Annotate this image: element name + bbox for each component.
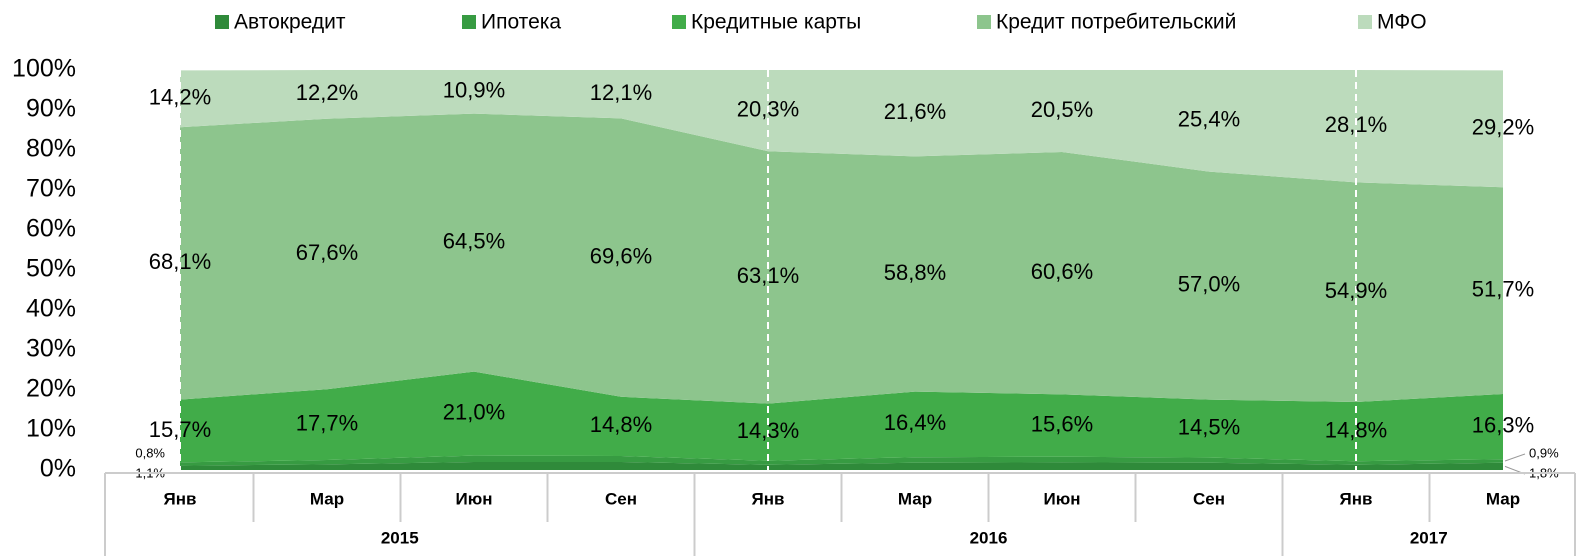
data-label: 14,8%: [1325, 417, 1387, 442]
data-label: 12,1%: [590, 80, 652, 105]
area: [180, 70, 1503, 188]
data-label: 21,0%: [443, 399, 505, 424]
data-label: 17,7%: [296, 410, 358, 435]
area: [180, 371, 1503, 463]
y-tick-label: 10%: [26, 415, 76, 443]
data-label: 12,2%: [296, 80, 358, 105]
data-label: 0,8%: [135, 445, 165, 460]
x-tick-label: Сен: [605, 489, 637, 508]
data-label: 0,9%: [1529, 445, 1559, 460]
legend-swatch: [215, 15, 229, 29]
y-tick-label: 0%: [40, 455, 76, 483]
leader-line: [1504, 453, 1526, 462]
y-tick-label: 70%: [26, 175, 76, 203]
data-label: 20,5%: [1031, 97, 1093, 122]
data-label: 10,9%: [443, 78, 505, 103]
data-label: 29,2%: [1472, 115, 1534, 140]
x-tick-label: Янв: [164, 489, 197, 508]
x-tick-label: Июн: [455, 489, 492, 508]
legend-label: Кредитные карты: [691, 11, 861, 34]
data-label: 14,2%: [149, 85, 211, 110]
data-label: 16,3%: [1472, 412, 1534, 437]
data-label: 28,1%: [1325, 112, 1387, 137]
area: [180, 113, 1503, 404]
data-label: 14,5%: [1178, 414, 1240, 439]
x-tick-label: Сен: [1193, 489, 1225, 508]
y-tick-label: 60%: [26, 215, 76, 243]
y-tick-label: 40%: [26, 295, 76, 323]
data-label: 15,6%: [1031, 411, 1093, 436]
legend-swatch: [462, 15, 476, 29]
data-label: 60,6%: [1031, 259, 1093, 284]
data-label: 20,3%: [737, 96, 799, 121]
data-label: 51,7%: [1472, 276, 1534, 301]
y-tick-label: 20%: [26, 375, 76, 403]
legend-swatch: [977, 15, 991, 29]
data-label: 25,4%: [1178, 107, 1240, 132]
x-tick-label: Янв: [1340, 489, 1373, 508]
data-label: 67,6%: [296, 240, 358, 265]
y-tick-label: 80%: [26, 135, 76, 163]
legend-label: Ипотека: [481, 11, 561, 34]
x-tick-label: Мар: [310, 489, 344, 508]
legend-swatch: [1358, 15, 1372, 29]
data-label: 14,8%: [590, 412, 652, 437]
data-label: 54,9%: [1325, 278, 1387, 303]
year-label: 2017: [1410, 528, 1448, 547]
data-label: 58,8%: [884, 260, 946, 285]
data-label: 15,7%: [149, 417, 211, 442]
y-tick-label: 30%: [26, 335, 76, 363]
legend-label: МФО: [1377, 11, 1427, 34]
legend-label: Кредит потребительский: [996, 11, 1236, 34]
data-label: 69,6%: [590, 243, 652, 268]
data-label: 68,1%: [149, 249, 211, 274]
data-label: 14,3%: [737, 418, 799, 443]
legend-label: Автокредит: [234, 11, 346, 34]
year-label: 2016: [970, 528, 1008, 547]
year-label: 2015: [381, 528, 419, 547]
area: [180, 462, 1503, 470]
data-label: 21,6%: [884, 99, 946, 124]
y-tick-label: 100%: [12, 55, 76, 83]
x-tick-label: Мар: [1486, 489, 1520, 508]
area: [180, 455, 1503, 466]
x-tick-label: Янв: [752, 489, 785, 508]
data-label: 64,5%: [443, 228, 505, 253]
data-label: 63,1%: [737, 263, 799, 288]
x-tick-label: Июн: [1043, 489, 1080, 508]
data-label: 57,0%: [1178, 271, 1240, 296]
y-tick-label: 50%: [26, 255, 76, 283]
data-label: 16,4%: [884, 410, 946, 435]
y-tick-label: 90%: [26, 95, 76, 123]
legend-swatch: [672, 15, 686, 29]
x-tick-label: Мар: [898, 489, 932, 508]
